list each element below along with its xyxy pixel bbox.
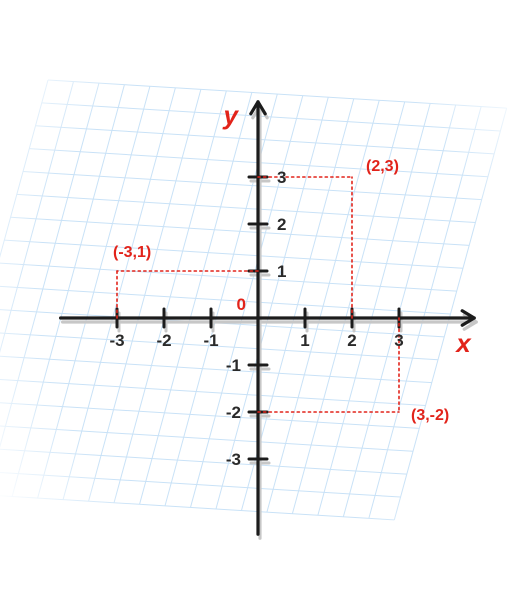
x-tick-label: 1 [300, 331, 309, 350]
y-axis-label: y [222, 100, 240, 130]
y-tick-label: 1 [277, 262, 286, 281]
point-label: (2,3) [366, 158, 399, 175]
coordinate-plane-diagram: -3 -2 -1 1 2 3 -3 -2 -1 1 2 3 0 x y (2,3) (-3,1) (3,-2) [0, 0, 520, 600]
x-tick-label: 3 [394, 331, 403, 350]
point-label: (3,-2) [411, 407, 449, 424]
y-tick-label: -3 [226, 450, 241, 469]
y-tick-label: 2 [277, 215, 286, 234]
x-axis-label: x [454, 328, 472, 358]
x-tick-label: -1 [203, 331, 218, 350]
x-tick-label: -2 [156, 331, 171, 350]
point-label: (-3,1) [113, 244, 151, 261]
x-tick-label: -3 [109, 331, 124, 350]
x-tick-label: 2 [347, 331, 356, 350]
y-tick-label: 3 [277, 168, 286, 187]
y-tick-label: -1 [226, 356, 241, 375]
y-tick-label: -2 [226, 403, 241, 422]
origin-label: 0 [237, 295, 246, 314]
